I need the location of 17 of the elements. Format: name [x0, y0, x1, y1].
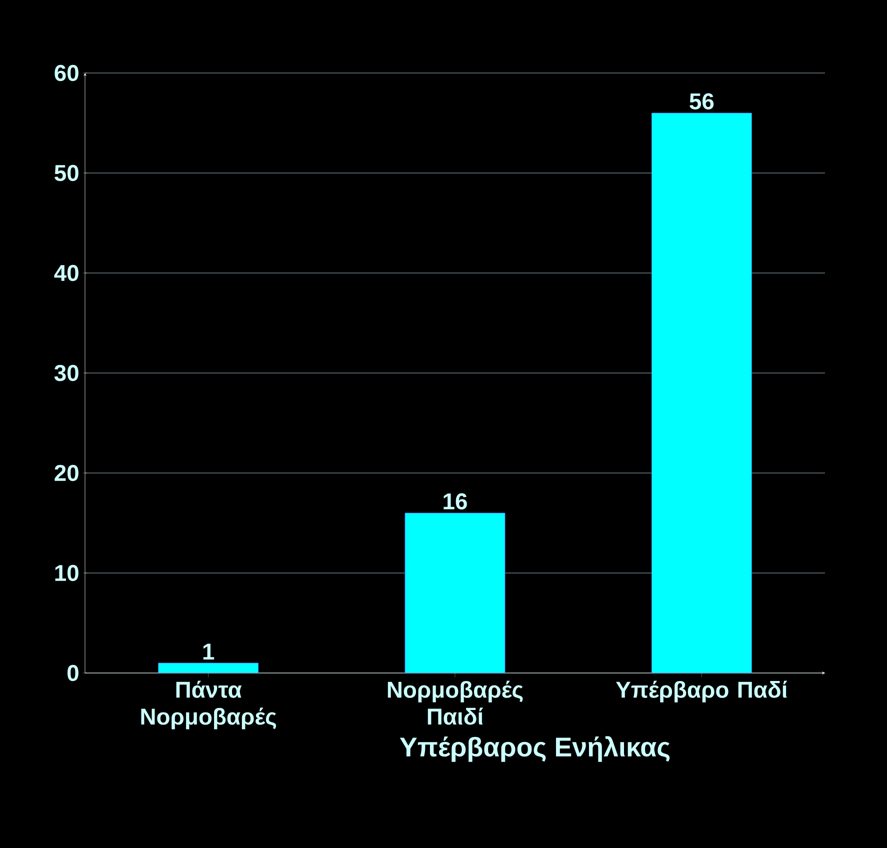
data-label: 16: [444, 493, 467, 510]
y-tick-label: 50: [54, 164, 78, 182]
y-tick-label: 30: [54, 364, 78, 382]
x-tick-label: Πάντα Νορμοβαρές: [141, 680, 276, 730]
bar: [158, 663, 258, 673]
data-label: 1: [203, 644, 214, 660]
x-axis-title: Υπέρβαρος Ενήλικας: [400, 736, 670, 762]
y-tick-label: 10: [55, 564, 78, 582]
y-tick-label: 60: [54, 64, 78, 82]
data-label: 56: [690, 93, 714, 110]
bar: [651, 112, 752, 673]
y-tick-label: 40: [54, 264, 78, 282]
x-tick-label: Νορμοβαρές Παιδί: [388, 680, 523, 725]
y-tick-label: 20: [54, 464, 78, 482]
bar: [404, 512, 506, 673]
x-tick-label: Υπέρβαρο Παδί: [616, 680, 787, 702]
y-tick-label: 0: [68, 664, 78, 682]
